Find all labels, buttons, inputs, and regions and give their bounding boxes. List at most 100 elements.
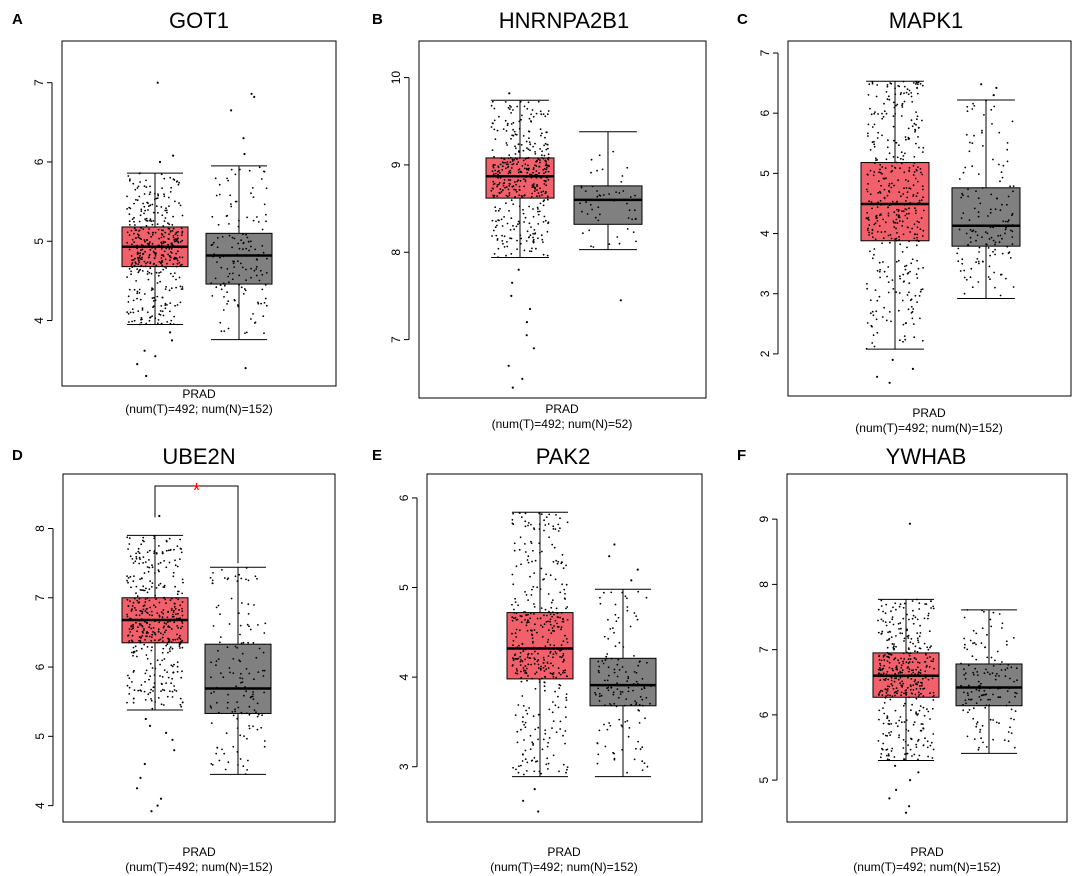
data-point (176, 257, 178, 260)
data-point (142, 589, 145, 592)
data-point (927, 612, 930, 615)
data-point (908, 618, 910, 621)
data-point (621, 666, 624, 668)
data-point (895, 239, 898, 242)
data-point (232, 672, 235, 674)
y-tick-label-f: 7 (757, 646, 771, 653)
data-point (977, 197, 980, 200)
data-point (624, 595, 627, 598)
data-point (549, 644, 552, 646)
data-point (555, 607, 558, 610)
data-point (245, 268, 247, 271)
data-point (932, 605, 934, 608)
data-point (920, 692, 922, 695)
data-point (177, 612, 179, 615)
data-point (885, 692, 888, 694)
data-point (983, 672, 986, 675)
data-point (148, 228, 151, 230)
data-point (547, 620, 549, 623)
data-point (962, 171, 965, 174)
data-point (181, 670, 183, 673)
data-point (133, 220, 135, 223)
data-point (881, 166, 884, 168)
data-point (616, 236, 619, 238)
data-point (261, 228, 264, 231)
data-point (162, 626, 165, 629)
data-point (143, 572, 146, 574)
data-point (153, 682, 156, 685)
data-point (905, 138, 907, 141)
data-point (210, 282, 213, 284)
data-point (534, 623, 536, 626)
data-point (930, 645, 932, 647)
data-point (888, 732, 890, 734)
data-point (265, 213, 267, 216)
data-point (901, 220, 904, 223)
data-point (621, 691, 624, 693)
data-point (130, 270, 133, 273)
data-point (641, 698, 644, 701)
data-point (994, 675, 997, 677)
data-point (635, 680, 638, 683)
data-point (216, 701, 218, 704)
data-point (517, 771, 520, 774)
data-point (258, 647, 261, 650)
data-point (908, 89, 911, 92)
data-point (514, 601, 517, 603)
data-point (885, 695, 887, 697)
data-point (613, 631, 615, 634)
data-point (248, 727, 251, 730)
data-point (552, 653, 555, 656)
data-point (597, 687, 600, 690)
data-point (540, 513, 543, 516)
data-point (880, 753, 883, 755)
data-point (174, 585, 177, 588)
data-point (910, 305, 913, 308)
data-point (902, 193, 905, 195)
x-sublabel-a: (num(T)=492; num(N)=152) (125, 402, 272, 416)
data-point (559, 656, 561, 658)
data-point (1004, 675, 1007, 678)
data-point (165, 267, 168, 269)
outlier-point (528, 307, 532, 311)
data-point (133, 202, 135, 205)
data-point (887, 212, 890, 215)
data-point (562, 734, 564, 737)
data-point (530, 250, 533, 253)
data-point (899, 277, 901, 280)
data-point (128, 640, 131, 642)
data-point (520, 144, 523, 146)
data-point (497, 170, 500, 172)
data-point (641, 746, 644, 749)
data-point (163, 631, 166, 634)
data-point (235, 685, 238, 688)
data-point (140, 226, 142, 229)
data-point (963, 646, 966, 649)
outlier-point (253, 95, 256, 98)
data-point (552, 629, 554, 632)
data-point (534, 650, 536, 653)
data-point (883, 712, 886, 715)
data-point (557, 530, 560, 532)
data-point (886, 84, 889, 86)
data-point (902, 340, 904, 343)
data-point (149, 204, 152, 207)
data-point (557, 667, 560, 670)
data-point (906, 246, 908, 249)
data-point (966, 648, 969, 651)
data-point (250, 276, 252, 279)
data-point (145, 239, 148, 241)
data-point (211, 582, 214, 585)
data-point (914, 207, 916, 210)
data-point (529, 575, 531, 578)
data-point (170, 609, 173, 611)
data-point (179, 538, 182, 541)
data-point (153, 535, 156, 537)
data-point (143, 540, 145, 543)
data-point (562, 618, 564, 620)
data-point (867, 227, 869, 230)
data-point (917, 81, 920, 84)
data-point (158, 545, 160, 547)
data-point (562, 661, 564, 663)
data-point (972, 717, 975, 720)
